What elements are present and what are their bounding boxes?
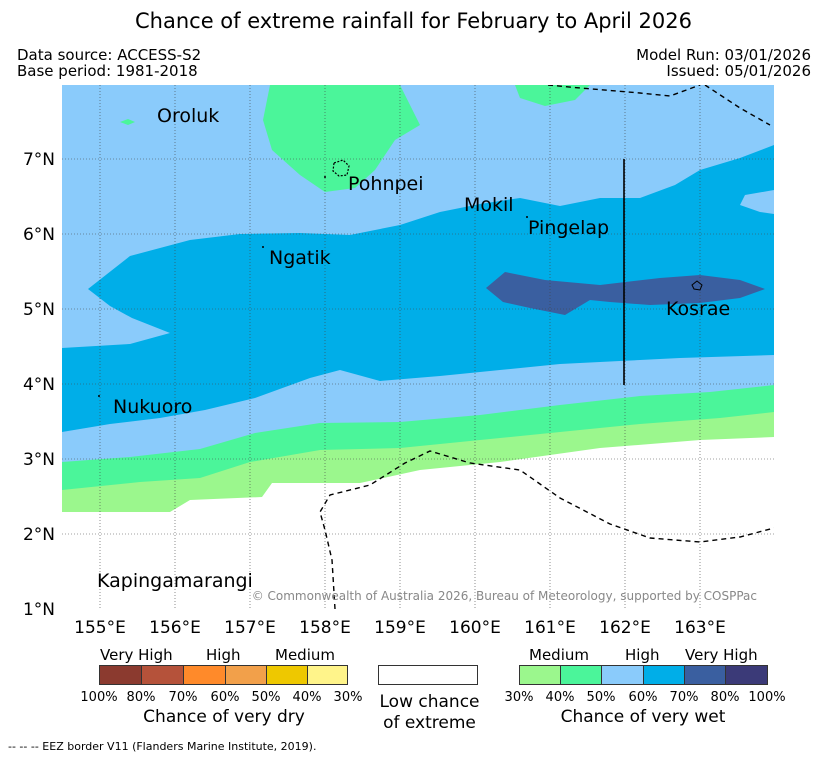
wet-60-70-region [62, 145, 774, 432]
legend-swatch [225, 665, 266, 685]
place-mokil: Mokil [464, 194, 514, 216]
y-tick-label: 2°N [23, 525, 55, 545]
legend-wet-caption: Chance of very wet [560, 707, 726, 727]
y-tick-label: 3°N [23, 450, 55, 470]
grid-lines [62, 85, 774, 609]
legend-wet-swatches [519, 665, 768, 685]
place-kapingamarangi: Kapingamarangi [97, 570, 253, 592]
map-plot-area: Oroluk Pohnpei Mokil Pingelap Ngatik Kos… [62, 85, 774, 609]
legend-percent: 30% [333, 690, 363, 705]
legend-wet-medium: Medium [529, 646, 589, 664]
legend-low-chance: Low chance of extreme [372, 645, 487, 735]
y-tick-label: 1°N [23, 600, 55, 620]
legend-percent: 40% [292, 690, 322, 705]
legend-wet-very-high: Very High [685, 646, 758, 664]
legend-dry-swatches [99, 665, 348, 685]
x-tick-label: 160°E [449, 618, 501, 638]
place-pohnpei: Pohnpei [348, 173, 424, 195]
pohnpei-island-icon [332, 159, 350, 177]
place-kosrae: Kosrae [666, 298, 730, 320]
y-tick-label: 7°N [23, 150, 55, 170]
place-pingelap: Pingelap [528, 217, 609, 239]
wet-40-50-north-region [515, 85, 590, 106]
legend-dry-very-high: Very High [100, 646, 173, 664]
legend-wet-high: High [625, 646, 660, 664]
issued-date: Issued: 05/01/2026 [666, 62, 811, 80]
legend-wet-percents: 30% 40% 50% 60% 70% 80% 100% [504, 690, 786, 706]
place-oroluk: Oroluk [157, 105, 219, 127]
x-tick-label: 159°E [374, 618, 426, 638]
legend-dry-caption: Chance of very dry [143, 707, 305, 727]
chart-title: Chance of extreme rainfall for February … [135, 9, 692, 33]
legend-wet: Medium High Very High 30% 40% 50% 60% 70… [504, 645, 786, 730]
x-tick-label: 161°E [524, 618, 576, 638]
legend-dry-medium: Medium [275, 646, 335, 664]
legend-percent: 30% [504, 690, 534, 705]
wet-40-50-small-region [120, 119, 135, 125]
x-tick-label: 156°E [149, 618, 201, 638]
meta-left: Data source: ACCESS-S2 Base period: 1981… [17, 47, 201, 79]
legend-dry: Very High High Medium 100% 80% 70% 60% 5… [80, 645, 364, 730]
atoll-mark [262, 246, 264, 248]
copyright-note: © Commonwealth of Australia 2026, Bureau… [252, 589, 757, 603]
atoll-mark [98, 395, 100, 397]
place-nukuoro: Nukuoro [113, 396, 192, 418]
place-ngatik: Ngatik [269, 247, 331, 269]
legend-dry-percents: 100% 80% 70% 60% 50% 40% 30% [80, 690, 364, 706]
legend-swatch [601, 665, 643, 685]
legend-percent: 50% [251, 690, 281, 705]
eez-footnote: -- -- -- EEZ border V11 (Flanders Marine… [8, 740, 317, 753]
legend-percent: 100% [80, 690, 118, 705]
kosrae-island-icon [691, 280, 703, 291]
legend-swatch [266, 665, 307, 685]
legend-percent: 100% [748, 690, 786, 705]
x-tick-label: 157°E [224, 618, 276, 638]
legend-swatch [519, 665, 560, 685]
wet-40-50-pohnpei-region [263, 85, 420, 192]
legend-swatch [684, 665, 725, 685]
y-tick-label: 6°N [23, 225, 55, 245]
legend-percent: 70% [669, 690, 699, 705]
atoll-mark [324, 176, 326, 178]
legend-percent: 80% [126, 690, 156, 705]
atoll-mark [526, 216, 528, 218]
legend-percent: 60% [628, 690, 658, 705]
eez-border [319, 85, 774, 609]
y-tick-label: 5°N [23, 300, 55, 320]
legend-low-line1: Low chance [379, 692, 480, 712]
legend-percent: 50% [586, 690, 616, 705]
legend-swatch [560, 665, 601, 685]
legend-percent: 40% [545, 690, 575, 705]
wet-50-60-inner-region [740, 190, 774, 214]
x-axis: 155°E 156°E 157°E 158°E 159°E 160°E 161°… [74, 618, 726, 638]
base-period: Base period: 1981-2018 [17, 62, 198, 80]
x-tick-label: 163°E [674, 618, 726, 638]
meta-right: Model Run: 03/01/2026 Issued: 05/01/2026 [636, 47, 811, 79]
y-tick-label: 4°N [23, 375, 55, 395]
legend-low-swatch [378, 665, 478, 685]
legend-swatch [141, 665, 183, 685]
legend-swatch [183, 665, 225, 685]
x-tick-label: 162°E [599, 618, 651, 638]
x-tick-label: 155°E [74, 618, 126, 638]
model-run: Model Run: 03/01/2026 [636, 46, 811, 64]
legend-dry-high: High [206, 646, 241, 664]
legend-swatch [643, 665, 684, 685]
legend-swatch [99, 665, 141, 685]
legend-swatch [307, 665, 348, 685]
legend-low-line2: of extreme [383, 713, 476, 733]
data-source: Data source: ACCESS-S2 [17, 46, 202, 64]
legend-percent: 80% [710, 690, 740, 705]
legend-percent: 60% [210, 690, 240, 705]
x-tick-label: 158°E [299, 618, 351, 638]
y-axis: 1°N 2°N 3°N 4°N 5°N 6°N 7°N [23, 150, 55, 620]
legend-percent: 70% [168, 690, 198, 705]
legend-low-caption: Low chance of extreme [372, 692, 487, 734]
legend-swatch [725, 665, 768, 685]
map-figure: Oroluk Pohnpei Mokil Pingelap Ngatik Kos… [23, 85, 774, 638]
